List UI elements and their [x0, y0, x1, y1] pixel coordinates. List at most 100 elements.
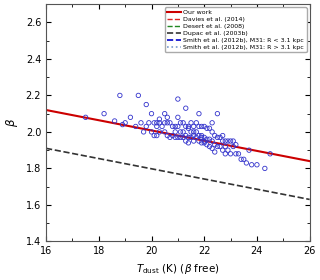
Point [210, 121, 215, 125]
Point [210, 130, 215, 134]
Point [180, 135, 186, 140]
Dupac et al. (2003b) [44, 147, 48, 150]
Point [186, 135, 191, 140]
Our work [201, 139, 205, 142]
Point [162, 121, 167, 125]
Point [212, 143, 217, 147]
Point [162, 130, 167, 134]
Point [120, 122, 125, 127]
Point [188, 121, 194, 125]
Point [178, 130, 183, 134]
Point [207, 126, 212, 130]
Point [183, 124, 188, 129]
Point [215, 144, 220, 149]
Line: Dupac et al. (2003b): Dupac et al. (2003b) [46, 148, 310, 199]
Point [220, 133, 225, 138]
Point [154, 121, 159, 125]
Point [167, 135, 172, 140]
Point [165, 121, 170, 125]
Point [175, 97, 180, 101]
Point [180, 130, 186, 134]
Point [183, 106, 188, 110]
Point [225, 148, 230, 152]
Point [154, 133, 159, 138]
Point [186, 141, 191, 145]
Point [202, 135, 207, 140]
Point [136, 93, 141, 98]
Point [268, 151, 273, 156]
Point [202, 141, 207, 145]
Point [212, 133, 217, 138]
Point [133, 124, 138, 129]
Point [233, 143, 238, 147]
Point [238, 157, 244, 162]
Dupac et al. (2003b) [169, 171, 173, 174]
Point [188, 135, 194, 140]
Point [207, 137, 212, 141]
Point [218, 144, 223, 149]
Our work [308, 159, 312, 163]
Point [149, 130, 154, 134]
Point [141, 130, 146, 134]
Dupac et al. (2003b) [260, 188, 264, 192]
Point [228, 139, 233, 143]
Dupac et al. (2003b) [171, 171, 175, 175]
Point [212, 150, 217, 154]
Point [157, 121, 162, 125]
Point [167, 121, 172, 125]
Point [128, 115, 133, 120]
Point [246, 148, 252, 152]
Point [191, 124, 196, 129]
Point [183, 139, 188, 143]
Point [173, 135, 178, 140]
Y-axis label: $\beta$: $\beta$ [4, 118, 20, 127]
Point [175, 124, 180, 129]
Point [236, 151, 241, 156]
Point [191, 139, 196, 143]
Point [196, 124, 202, 129]
Point [183, 133, 188, 138]
Dupac et al. (2003b) [187, 174, 191, 178]
Point [215, 135, 220, 140]
Point [191, 133, 196, 138]
Point [180, 121, 186, 125]
Point [207, 144, 212, 149]
Point [173, 130, 178, 134]
Point [191, 130, 196, 134]
Point [159, 124, 164, 129]
Point [149, 111, 154, 116]
Point [139, 121, 144, 125]
Point [220, 139, 225, 143]
Point [202, 139, 207, 143]
Point [233, 151, 238, 156]
Point [210, 146, 215, 151]
Point [196, 133, 202, 138]
Point [152, 121, 157, 125]
Our work [301, 158, 305, 162]
Point [228, 151, 233, 156]
Point [199, 141, 204, 145]
Point [162, 111, 167, 116]
Point [220, 148, 225, 152]
Point [204, 137, 209, 141]
Point [244, 161, 249, 165]
Point [218, 135, 223, 140]
Point [186, 126, 191, 130]
Dupac et al. (2003b) [308, 198, 312, 201]
Our work [171, 133, 175, 136]
Point [254, 162, 260, 167]
Point [157, 130, 162, 134]
Point [204, 126, 209, 130]
Point [199, 133, 204, 138]
Our work [187, 136, 191, 139]
Point [194, 121, 199, 125]
Point [144, 102, 149, 107]
Point [188, 130, 194, 134]
Legend: Our work, Davies et al. (2014), Desert et al. (2008), Dupac et al. (2003b), Smit: Our work, Davies et al. (2014), Desert e… [164, 7, 307, 52]
Point [112, 119, 117, 123]
Point [194, 130, 199, 134]
Point [231, 139, 236, 143]
Point [165, 133, 170, 138]
Point [123, 121, 128, 125]
Point [178, 135, 183, 140]
